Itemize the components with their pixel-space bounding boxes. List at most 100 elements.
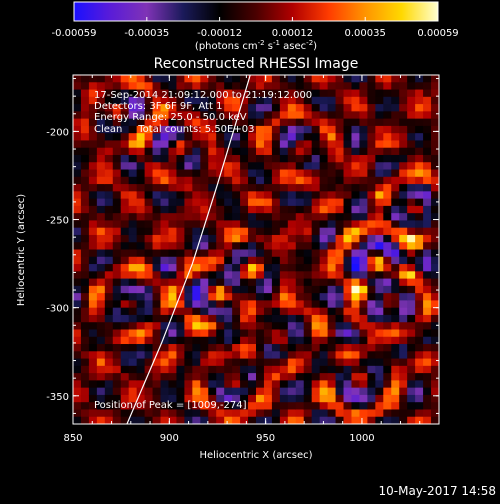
- heatmap-cell: [80, 154, 90, 163]
- heatmap-cell: [216, 96, 225, 105]
- heatmap-cell: [192, 380, 201, 389]
- heatmap-cell: [343, 285, 352, 294]
- heatmap-cell: [96, 242, 106, 250]
- heatmap-cell: [192, 89, 201, 98]
- colorbar-tick-label: -0.00059: [52, 28, 97, 39]
- heatmap-cell: [375, 380, 384, 389]
- heatmap-cell: [144, 329, 154, 338]
- heatmap-cell: [407, 140, 416, 149]
- heatmap-cell: [383, 140, 392, 149]
- heatmap-cell: [208, 162, 217, 171]
- heatmap-cell: [224, 147, 233, 156]
- heatmap-cell: [112, 387, 122, 396]
- heatmap-cell: [152, 365, 162, 374]
- heatmap-cell: [287, 271, 297, 280]
- heatmap-cell: [391, 307, 400, 316]
- heatmap-cell: [200, 205, 209, 214]
- heatmap-cell: [343, 205, 352, 214]
- heatmap-cell: [168, 293, 177, 301]
- heatmap-cell: [335, 227, 345, 236]
- heatmap-cell: [303, 169, 313, 178]
- annotation-detectors: Detectors: 3F 6F 9F, Att 1: [94, 101, 222, 112]
- heatmap-cell: [96, 220, 106, 229]
- heatmap-cell: [208, 82, 217, 91]
- heatmap-cell: [327, 322, 337, 330]
- heatmap-cell: [263, 220, 273, 229]
- heatmap-cell: [232, 402, 241, 410]
- heatmap-cell: [263, 264, 273, 272]
- heatmap-cell: [152, 300, 162, 309]
- heatmap-cell: [144, 205, 154, 214]
- heatmap-cell: [271, 198, 281, 207]
- heatmap-cell: [192, 234, 201, 243]
- heatmap-cell: [279, 191, 289, 200]
- heatmap-cell: [160, 227, 169, 236]
- heatmap-cell: [423, 358, 432, 367]
- heatmap-cell: [383, 169, 392, 178]
- heatmap-cell: [88, 82, 98, 91]
- heatmap-cell: [88, 205, 98, 214]
- heatmap-cell: [399, 234, 408, 243]
- heatmap-cell: [168, 256, 177, 265]
- heatmap-cell: [184, 365, 193, 374]
- heatmap-cell: [176, 307, 185, 316]
- heatmap-cell: [351, 387, 360, 396]
- heatmap-cell: [415, 329, 424, 338]
- heatmap-cell: [120, 394, 130, 403]
- heatmap-cell: [248, 133, 257, 141]
- heatmap-cell: [271, 205, 281, 214]
- heatmap-cell: [423, 307, 432, 316]
- heatmap-cell: [351, 89, 360, 98]
- heatmap-cell: [295, 307, 305, 316]
- heatmap-cell: [311, 154, 321, 163]
- heatmap-cell: [351, 220, 360, 229]
- heatmap-cell: [136, 351, 146, 360]
- heatmap-cell: [160, 213, 169, 221]
- heatmap-cell: [263, 373, 273, 381]
- heatmap-cell: [248, 205, 257, 214]
- heatmap-cell: [232, 264, 241, 272]
- heatmap-cell: [248, 409, 257, 418]
- heatmap-cell: [311, 307, 321, 316]
- heatmap-cell: [184, 314, 193, 323]
- heatmap-cell: [319, 104, 329, 112]
- heatmap-cell: [120, 329, 130, 338]
- heatmap-cell: [351, 198, 360, 207]
- heatmap-cell: [104, 416, 114, 424]
- heatmap-cell: [335, 184, 345, 192]
- heatmap-cell: [399, 271, 408, 280]
- heatmap-cell: [168, 264, 177, 272]
- heatmap-cell: [279, 147, 289, 156]
- heatmap-cell: [367, 198, 376, 207]
- heatmap-cell: [248, 176, 257, 185]
- heatmap-cell: [351, 82, 360, 91]
- heatmap-cell: [88, 198, 98, 207]
- heatmap-cell: [224, 322, 233, 330]
- heatmap-cell: [311, 205, 321, 214]
- heatmap-cell: [391, 344, 400, 352]
- heatmap-cell: [256, 111, 265, 120]
- heatmap-cell: [232, 147, 241, 156]
- heatmap-cell: [232, 387, 241, 396]
- heatmap-cell: [327, 307, 337, 316]
- heatmap-cell: [311, 96, 321, 105]
- heatmap-cell: [335, 205, 345, 214]
- y-axis-label: Heliocentric Y (arcsec): [16, 194, 27, 306]
- heatmap-cell: [96, 256, 106, 265]
- heatmap-cell: [120, 242, 130, 250]
- heatmap-cell: [407, 154, 416, 163]
- heatmap-cell: [367, 373, 376, 381]
- heatmap-cell: [216, 365, 225, 374]
- heatmap-cell: [232, 307, 241, 316]
- heatmap-cell: [311, 380, 321, 389]
- heatmap-cell: [104, 373, 114, 381]
- heatmap-cell: [73, 82, 82, 91]
- heatmap-cell: [263, 198, 273, 207]
- heatmap-cell: [335, 336, 345, 345]
- heatmap-cell: [208, 256, 217, 265]
- heatmap-cell: [343, 409, 352, 418]
- heatmap-cell: [271, 256, 281, 265]
- heatmap-cell: [144, 264, 154, 272]
- heatmap-cell: [391, 336, 400, 345]
- chart-title: Reconstructed RHESSI Image: [154, 56, 359, 72]
